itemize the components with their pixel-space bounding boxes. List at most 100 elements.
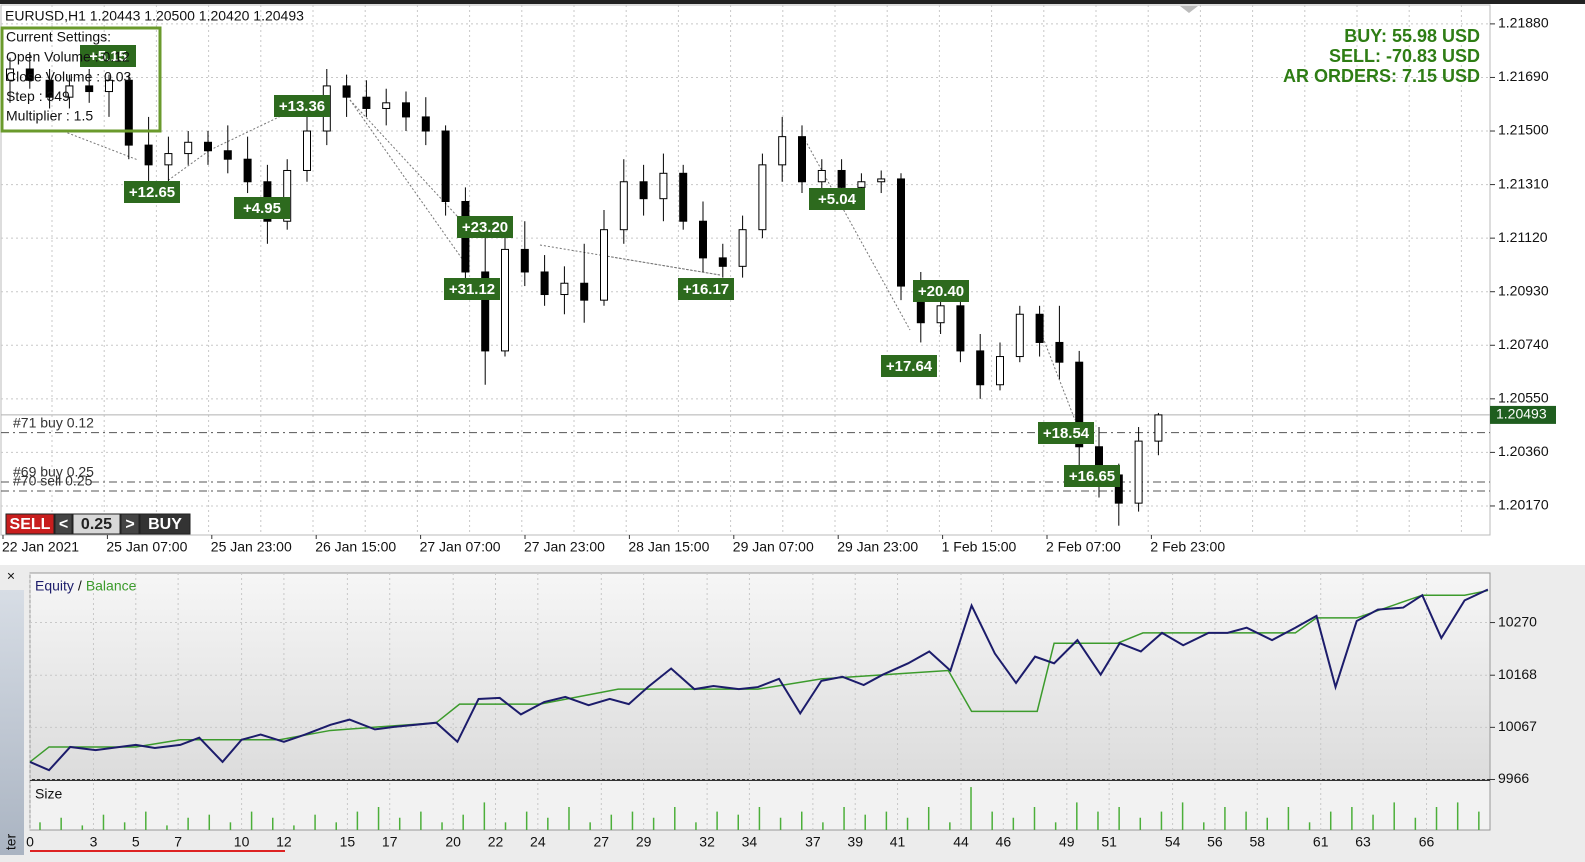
x-tick-label: 5 xyxy=(132,834,140,850)
panel-button[interactable] xyxy=(54,513,73,535)
order-label: #69 buy 0.25 xyxy=(13,464,94,480)
profit-label: +12.65 xyxy=(129,184,175,201)
y-tick-label: 1.20740 xyxy=(1498,336,1549,352)
x-tick-label: 0 xyxy=(26,834,34,850)
profit-label: +5.04 xyxy=(818,191,857,208)
panel-button-label[interactable]: < xyxy=(59,516,68,533)
x-tick-label: 10 xyxy=(234,834,250,850)
x-tick-label: 29 xyxy=(636,834,652,850)
candle-body xyxy=(441,130,450,202)
account-total: SELL: -70.83 USD xyxy=(1329,46,1480,66)
candle-body xyxy=(897,178,905,287)
candle-body xyxy=(600,229,608,301)
panel-button[interactable] xyxy=(120,513,140,535)
trade-link xyxy=(599,254,721,276)
candle-body xyxy=(778,136,787,166)
candle-body xyxy=(1075,361,1084,448)
candle-body xyxy=(501,248,509,352)
candle-body xyxy=(758,164,767,231)
order-label: #70 sell 0.25 xyxy=(13,473,93,489)
candle-body xyxy=(223,150,232,160)
x-tick-label: 46 xyxy=(996,834,1012,850)
mark-layer: +5.15 +12.65 +13.36 +4.95 +23.20 +31.12 +16.17… xyxy=(6,45,1163,526)
close-button[interactable]: × xyxy=(7,568,15,584)
x-tick-label: 25 Jan 07:00 xyxy=(106,539,187,555)
panel-button[interactable] xyxy=(139,513,191,535)
settings-box xyxy=(0,26,162,133)
x-tick-label: 27 Jan 07:00 xyxy=(420,539,501,555)
y-tick-label: 1.21690 xyxy=(1498,68,1549,84)
profit-badge xyxy=(678,278,734,300)
legend-entry: Equity xyxy=(35,578,74,594)
equity-plot-area xyxy=(29,572,1491,781)
panel-button-label[interactable]: > xyxy=(125,516,134,533)
size-label: Size xyxy=(35,786,62,802)
panel-button[interactable] xyxy=(5,513,55,535)
candle-body xyxy=(996,356,1004,386)
x-tick-label: 29 Jan 23:00 xyxy=(837,539,918,555)
panel-button-label[interactable]: BUY xyxy=(148,516,182,533)
candle-body xyxy=(243,158,252,183)
panel-button-label[interactable]: SELL xyxy=(10,516,51,533)
profit-badge xyxy=(80,45,136,67)
candle-body xyxy=(976,350,985,386)
profit-badge xyxy=(444,278,500,300)
shift-marker xyxy=(1180,6,1198,13)
settings-title: Current Settings: xyxy=(6,29,111,45)
x-tick-label: 1 Feb 15:00 xyxy=(942,539,1017,555)
account-total: AR ORDERS: 7.15 USD xyxy=(1283,66,1480,86)
candle-body xyxy=(283,169,292,222)
x-tick-label: 51 xyxy=(1101,834,1117,850)
x-tick-label: 32 xyxy=(699,834,715,850)
side-tab xyxy=(0,590,24,855)
y-tick-label: 1.20930 xyxy=(1498,282,1549,298)
candle-body xyxy=(382,102,391,109)
y-tick-label: 1.21880 xyxy=(1498,15,1549,31)
x-tick-label: 7 xyxy=(174,834,182,850)
y-tick-label: 10067 xyxy=(1498,718,1537,734)
x-tick-label: 29 Jan 07:00 xyxy=(733,539,814,555)
y-tick-label: 1.21310 xyxy=(1498,175,1549,191)
x-tick-label: 34 xyxy=(742,834,758,850)
candle-body xyxy=(45,79,54,98)
x-tick-label: 66 xyxy=(1419,834,1435,850)
candle-body xyxy=(956,305,965,352)
x-tick-label: 37 xyxy=(805,834,821,850)
x-tick-label: 39 xyxy=(847,834,863,850)
candle-body xyxy=(1015,313,1024,358)
panel-button-label[interactable]: 0.25 xyxy=(81,516,112,533)
candle-body xyxy=(303,130,311,171)
settings-line: Open Volume : 0.12 xyxy=(6,49,130,65)
price-plot-area xyxy=(0,4,1491,536)
x-tick-label: 26 Jan 15:00 xyxy=(315,539,396,555)
candle-body xyxy=(699,220,707,259)
candle-body xyxy=(1154,414,1163,442)
x-tick-label: 56 xyxy=(1207,834,1223,850)
top-border xyxy=(0,0,1585,4)
x-tick-label: 15 xyxy=(340,834,356,850)
candle-body xyxy=(65,85,74,98)
trade-link xyxy=(349,99,471,271)
y-tick-label: 1.21120 xyxy=(1498,229,1548,245)
candle-body xyxy=(619,181,628,231)
x-tick-label: 27 Jan 23:00 xyxy=(524,539,605,555)
x-tick-label: 27 xyxy=(594,834,610,850)
candle-body xyxy=(481,271,490,352)
trade-link xyxy=(349,99,471,231)
legend-entry: Balance xyxy=(86,578,137,594)
profit-badge xyxy=(1064,465,1120,487)
candle-body xyxy=(580,282,589,301)
settings-line: Step : 349 xyxy=(6,88,70,104)
y-tick-label: 1.20550 xyxy=(1498,390,1549,406)
profit-label: +5.15 xyxy=(89,48,127,65)
candle-body xyxy=(837,169,846,188)
candle-body xyxy=(144,144,153,166)
profit-label: +16.65 xyxy=(1069,468,1115,485)
y-tick-label: 1.20360 xyxy=(1498,443,1549,459)
x-tick-label: 22 xyxy=(488,834,504,850)
side-tab-label: ter xyxy=(3,833,19,850)
panel-button[interactable] xyxy=(72,513,121,535)
settings-line: Multiplier : 1.5 xyxy=(6,108,93,124)
